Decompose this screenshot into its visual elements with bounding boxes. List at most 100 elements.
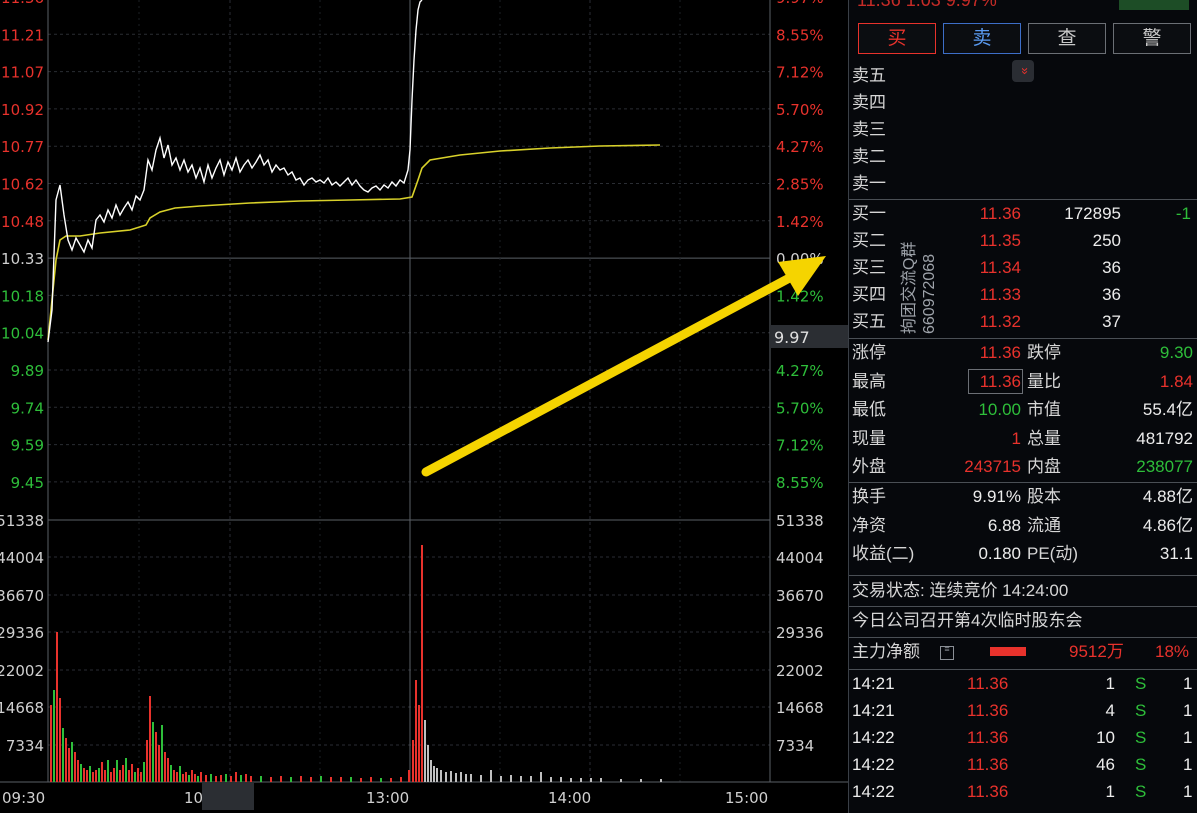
volume-bar bbox=[74, 752, 76, 782]
volume-bar bbox=[240, 775, 242, 782]
volume-bar bbox=[149, 696, 151, 782]
right-volume-label: 22002 bbox=[776, 662, 824, 680]
volume-bar bbox=[300, 776, 302, 782]
tick-volume: 4 bbox=[1105, 701, 1115, 720]
volume-bar bbox=[137, 768, 139, 782]
right-pct-label: 7.12% bbox=[776, 437, 824, 455]
volume-bar bbox=[590, 778, 592, 782]
collapse-toggle-icon[interactable]: » bbox=[1012, 60, 1034, 82]
tick-side: S bbox=[1135, 782, 1147, 801]
volume-bar bbox=[360, 778, 362, 782]
volume-bar bbox=[170, 765, 172, 782]
company-notice[interactable]: 今日公司召开第4次临时股东会 bbox=[852, 611, 1083, 630]
volume-bar bbox=[68, 748, 70, 782]
tick-side: S bbox=[1135, 755, 1147, 774]
volume-bar bbox=[600, 778, 602, 782]
quote-panel: 11.36 1.03 9.97% 买 卖 查 警 » 卖五 卖四 卖三 卖二 卖一 买一… bbox=[848, 0, 1197, 813]
left-volume-label: 36670 bbox=[0, 587, 44, 605]
stat-label: 流通 bbox=[1027, 515, 1061, 535]
left-price-label: 10.18 bbox=[1, 287, 44, 305]
buy-level-volume: 250 bbox=[1092, 231, 1121, 250]
sell-level-label: 卖三 bbox=[852, 120, 886, 139]
volume-bar bbox=[116, 760, 118, 782]
volume-bar bbox=[65, 738, 67, 782]
trade-status: 交易状态: 连续竞价 14:24:00 bbox=[852, 581, 1069, 600]
tick-price: 11.36 bbox=[967, 701, 1009, 720]
volume-bar bbox=[500, 776, 502, 782]
stat-label: 总量 bbox=[1027, 428, 1061, 448]
volume-bar bbox=[173, 770, 175, 782]
left-volume-label: 14668 bbox=[0, 699, 44, 717]
volume-bar bbox=[176, 772, 178, 782]
volume-bar bbox=[350, 777, 352, 782]
query-button[interactable]: 查 bbox=[1028, 23, 1106, 54]
volume-bar bbox=[445, 772, 447, 782]
right-volume-label: 29336 bbox=[776, 624, 824, 642]
buy-level-label: 买四 bbox=[852, 285, 886, 304]
stat-value: 4.86亿 bbox=[1142, 515, 1193, 535]
stat-label: 跌停 bbox=[1027, 343, 1061, 362]
volume-bar bbox=[182, 774, 184, 782]
sell-button[interactable]: 卖 bbox=[943, 23, 1021, 54]
stat-value: 6.88 bbox=[987, 515, 1021, 535]
stat-label: 量比 bbox=[1027, 371, 1061, 391]
volume-bars bbox=[50, 545, 662, 782]
volume-bar bbox=[412, 740, 414, 782]
tick-time: 14:22 bbox=[852, 782, 895, 801]
time-label: 10 bbox=[184, 789, 203, 807]
volume-bar bbox=[113, 768, 115, 782]
stat-value: 31.1 bbox=[1159, 544, 1193, 563]
tick-side: S bbox=[1135, 701, 1147, 720]
right-volume-label: 7334 bbox=[776, 737, 814, 755]
volume-bar bbox=[260, 776, 262, 782]
volume-bar bbox=[215, 776, 217, 782]
right-pct-label: 7.12% bbox=[776, 64, 824, 82]
tick-count: 1 bbox=[1183, 728, 1193, 747]
alert-button[interactable]: 警 bbox=[1113, 23, 1191, 54]
tick-time: 14:21 bbox=[852, 674, 895, 693]
tick-count: 1 bbox=[1183, 674, 1193, 693]
tick-count: 1 bbox=[1183, 782, 1193, 801]
buy-level-volume: 37 bbox=[1102, 312, 1121, 331]
stat-label: 涨停 bbox=[852, 343, 886, 362]
volume-bar bbox=[460, 772, 462, 782]
volume-bar bbox=[152, 722, 154, 782]
left-volume-label: 29336 bbox=[0, 624, 44, 642]
arrow-annotation bbox=[421, 256, 826, 477]
volume-bar bbox=[580, 778, 582, 782]
volume-bar bbox=[310, 777, 312, 782]
right-pct-label: 1.42% bbox=[776, 287, 824, 305]
volume-bar bbox=[77, 760, 79, 782]
volume-bar bbox=[550, 777, 552, 782]
buy-button[interactable]: 买 bbox=[858, 23, 936, 54]
volume-bar bbox=[140, 772, 142, 782]
time-label: 13:00 bbox=[366, 789, 409, 807]
volume-bar bbox=[119, 770, 121, 782]
volume-bar bbox=[408, 770, 410, 782]
volume-bar bbox=[185, 772, 187, 782]
volume-bar bbox=[270, 777, 272, 782]
right-pct-label: 5.70% bbox=[776, 101, 824, 119]
volume-bar bbox=[455, 773, 457, 782]
volume-bar bbox=[131, 764, 133, 782]
buy-level-price: 11.35 bbox=[979, 231, 1021, 250]
stat-value: 1.84 bbox=[1159, 371, 1193, 391]
volume-bar bbox=[530, 776, 532, 782]
buy-level-change: -1 bbox=[1175, 204, 1191, 223]
volume-bar bbox=[470, 774, 472, 782]
stat-value: 243715 bbox=[964, 457, 1021, 476]
stat-value: 0.180 bbox=[978, 544, 1021, 563]
list-icon[interactable]: ≡ bbox=[940, 645, 954, 660]
volume-bar bbox=[490, 770, 492, 782]
intraday-chart[interactable]: 11.36 11.21 11.07 10.92 10.77 10.62 10.48 10.33… bbox=[0, 0, 848, 813]
volume-bar bbox=[194, 774, 196, 782]
stat-label: 外盘 bbox=[852, 457, 886, 476]
right-pct-label: 2.85% bbox=[776, 176, 824, 194]
stat-value: 9.30 bbox=[1159, 343, 1193, 362]
volume-bar bbox=[465, 774, 467, 782]
left-price-label: 9.74 bbox=[11, 399, 44, 417]
volume-bar bbox=[418, 705, 420, 782]
stat-label: 换手 bbox=[852, 487, 886, 506]
watermark-line2: 660972068 bbox=[921, 253, 938, 334]
tick-volume: 10 bbox=[1096, 728, 1115, 747]
